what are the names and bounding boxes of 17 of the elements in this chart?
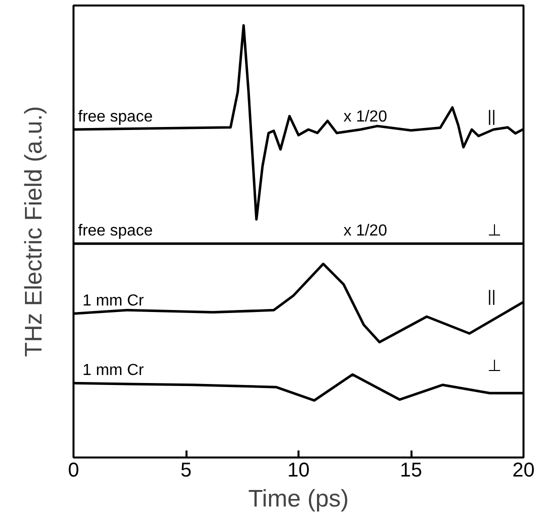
- annotation: ||: [488, 288, 496, 306]
- annotation: ||: [488, 108, 496, 126]
- annotation: x 1/20: [344, 108, 388, 126]
- x-tick-label: 15: [400, 460, 422, 482]
- x-tick-label: 0: [68, 460, 80, 482]
- annotation: x 1/20: [344, 222, 388, 240]
- x-tick-label: 5: [180, 460, 192, 482]
- annotation: 1 mm Cr: [82, 362, 144, 380]
- x-tick-label: 10: [287, 460, 310, 482]
- annotation: free space: [78, 108, 153, 126]
- x-tick-label: 20: [512, 460, 535, 482]
- annotation: ⊥: [488, 222, 502, 240]
- annotation: free space: [78, 222, 153, 240]
- annotation: ⊥: [488, 358, 502, 376]
- x-axis-title: Time (ps): [248, 486, 349, 512]
- y-axis-title: THz Electric Field (a.u.): [20, 106, 48, 357]
- annotation: 1 mm Cr: [82, 292, 144, 310]
